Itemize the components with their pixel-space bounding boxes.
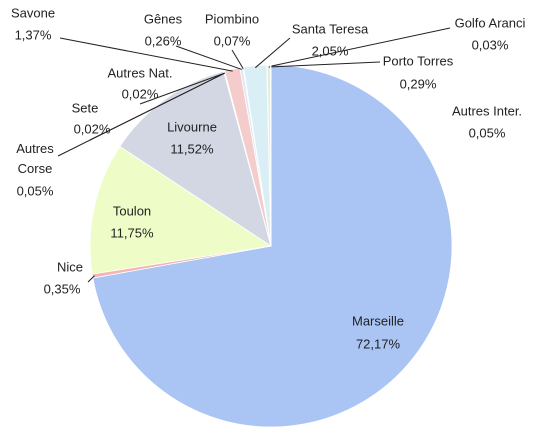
value-label: 11,75% bbox=[110, 225, 154, 240]
value-label: 0,35% bbox=[44, 281, 81, 296]
leader-line bbox=[266, 27, 451, 68]
category-label: Savone bbox=[11, 5, 55, 20]
value-label: 0,02% bbox=[74, 121, 111, 136]
category-label: Livourne bbox=[167, 119, 217, 134]
category-label: Toulon bbox=[113, 203, 151, 218]
category-label: Gênes bbox=[144, 11, 183, 26]
leader-line bbox=[175, 45, 242, 70]
value-label: 0,02% bbox=[122, 86, 159, 101]
category-label: Autres Corse bbox=[16, 141, 54, 176]
category-label: Sete bbox=[72, 100, 99, 115]
value-label: 0,05% bbox=[469, 125, 506, 140]
pie-slice bbox=[92, 64, 453, 428]
value-label: 0,05% bbox=[17, 183, 54, 198]
leader-line bbox=[139, 72, 226, 105]
leader-line bbox=[87, 275, 95, 283]
category-label: Marseille bbox=[352, 313, 404, 328]
category-label: Golfo Aranci bbox=[455, 15, 526, 30]
category-label: Porto Torres bbox=[383, 53, 454, 68]
category-label-line: Autres bbox=[16, 141, 54, 156]
leader-line bbox=[89, 72, 226, 141]
category-label: Autres Nat. bbox=[107, 65, 172, 80]
leader-line bbox=[231, 49, 244, 70]
pie-slice bbox=[270, 64, 272, 247]
category-label: Nice bbox=[57, 259, 83, 274]
leader-line bbox=[59, 37, 233, 72]
value-label: 72,17% bbox=[356, 336, 401, 351]
value-label: 2,05% bbox=[312, 43, 349, 58]
category-label: Santa Teresa bbox=[292, 21, 369, 36]
category-label: Autres Inter. bbox=[452, 103, 522, 118]
value-label: 1,37% bbox=[15, 27, 52, 42]
pie-slice bbox=[119, 70, 272, 247]
value-label: 11,52% bbox=[170, 141, 214, 156]
category-label-line: Corse bbox=[18, 161, 53, 176]
value-label: 0,07% bbox=[214, 33, 251, 48]
pie-slice bbox=[89, 145, 273, 275]
value-label: 0,26% bbox=[145, 33, 182, 48]
leader-line bbox=[268, 61, 381, 68]
value-label: 0,29% bbox=[400, 76, 437, 91]
leader-line bbox=[255, 37, 291, 69]
category-label: Piombino bbox=[205, 11, 259, 26]
value-label: 0,03% bbox=[472, 37, 509, 52]
